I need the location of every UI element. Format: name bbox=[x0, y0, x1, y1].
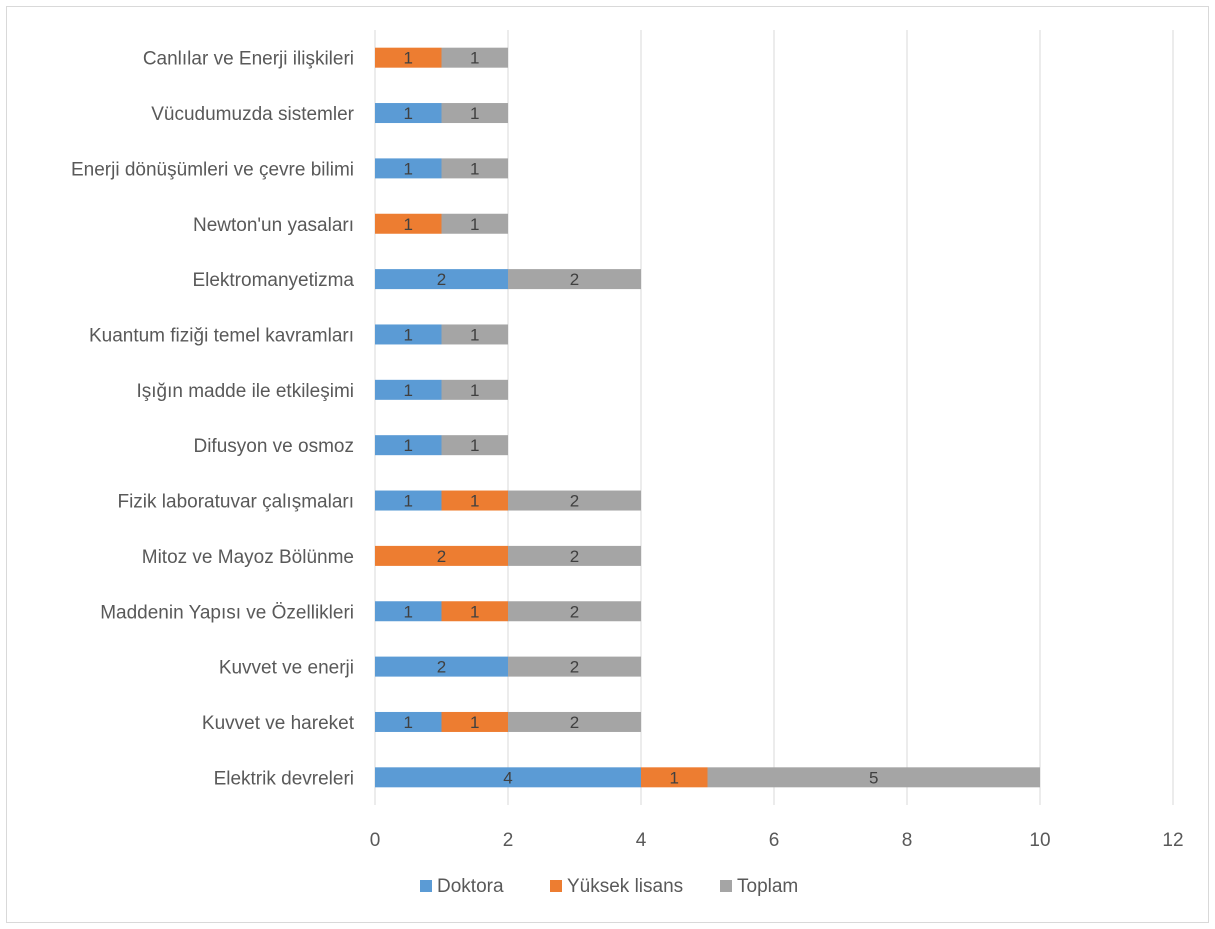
bar-segment bbox=[441, 103, 508, 124]
x-tick-label: 12 bbox=[1162, 830, 1183, 851]
bar-segment bbox=[375, 158, 442, 179]
bars: 1 1 1 1 1 1 1 1 2 2 1 1 1 1 1 1 1 1 2 2 2 1 1 2 2 2 1 1 2 4 1 5 bbox=[375, 47, 1040, 788]
data-label: 1 bbox=[404, 104, 413, 123]
data-label: 1 bbox=[404, 602, 413, 621]
data-label: 4 bbox=[503, 768, 512, 787]
bar-segment bbox=[375, 103, 442, 124]
data-label: 1 bbox=[470, 215, 479, 234]
category-label: Vücudumuzda sistemler bbox=[151, 104, 354, 125]
legend-label: Doktora bbox=[437, 876, 504, 897]
bar-segment bbox=[508, 490, 641, 511]
data-label: 1 bbox=[404, 713, 413, 732]
bar-segment bbox=[375, 47, 442, 68]
data-label: 1 bbox=[470, 492, 479, 511]
x-tick-labels: 0 2 4 6 8 10 12 bbox=[370, 830, 1184, 851]
bar-segment bbox=[641, 767, 708, 788]
data-label: 2 bbox=[570, 547, 579, 566]
data-label: 2 bbox=[437, 547, 446, 566]
category-label: Kuvvet ve hareket bbox=[202, 713, 355, 734]
category-label: Maddenin Yapısı ve Özellikleri bbox=[100, 602, 354, 623]
bar-segment bbox=[375, 269, 508, 290]
data-label: 1 bbox=[470, 104, 479, 123]
data-label: 1 bbox=[404, 381, 413, 400]
bar-segment bbox=[508, 601, 641, 622]
bar-segment bbox=[441, 47, 508, 68]
data-label: 1 bbox=[404, 215, 413, 234]
bar-segment bbox=[375, 435, 442, 456]
category-label: Elektromanyetizma bbox=[192, 270, 354, 291]
bar-segment bbox=[508, 545, 641, 566]
bar-segment bbox=[375, 656, 508, 677]
data-label: 1 bbox=[470, 381, 479, 400]
legend: Doktora Yüksek lisans Toplam bbox=[420, 876, 798, 897]
x-tick-label: 10 bbox=[1029, 830, 1050, 851]
data-label: 2 bbox=[437, 270, 446, 289]
x-tick-label: 6 bbox=[769, 830, 780, 851]
data-label: 1 bbox=[470, 436, 479, 455]
category-label: Fizik laboratuvar çalışmaları bbox=[117, 492, 354, 513]
bar-segment bbox=[707, 767, 1040, 788]
bar-segment bbox=[375, 601, 442, 622]
legend-swatch bbox=[420, 880, 432, 892]
bar-segment bbox=[441, 711, 508, 732]
bar-segment bbox=[441, 490, 508, 511]
data-label: 1 bbox=[404, 49, 413, 68]
data-label: 1 bbox=[470, 602, 479, 621]
legend-swatch bbox=[550, 880, 562, 892]
data-label: 2 bbox=[570, 602, 579, 621]
data-label: 2 bbox=[570, 713, 579, 732]
data-label: 2 bbox=[570, 492, 579, 511]
category-label: Işığın madde ile etkileşimi bbox=[136, 381, 354, 402]
bar-segment bbox=[375, 213, 442, 234]
x-tick-label: 4 bbox=[636, 830, 647, 851]
bar-segment bbox=[375, 767, 641, 788]
category-label: Kuantum fiziği temel kavramları bbox=[89, 325, 354, 346]
bar-segment bbox=[441, 158, 508, 179]
data-label: 2 bbox=[437, 658, 446, 677]
data-label: 1 bbox=[404, 436, 413, 455]
category-label: Enerji dönüşümleri ve çevre bilimi bbox=[71, 159, 354, 180]
legend-label: Toplam bbox=[737, 876, 798, 897]
x-tick-label: 0 bbox=[370, 830, 381, 851]
bar-segment bbox=[375, 379, 442, 400]
category-label: Difusyon ve osmoz bbox=[193, 436, 354, 457]
bar-segment bbox=[441, 324, 508, 345]
bar-segment bbox=[508, 656, 641, 677]
gridlines bbox=[374, 30, 1174, 805]
bar-segment bbox=[508, 711, 641, 732]
data-label: 1 bbox=[404, 159, 413, 178]
legend-label: Yüksek lisans bbox=[567, 876, 683, 897]
category-label: Newton'un yasaları bbox=[193, 215, 354, 236]
data-label: 1 bbox=[470, 325, 479, 344]
bar-segment bbox=[375, 490, 442, 511]
category-label: Mitoz ve Mayoz Bölünme bbox=[142, 547, 354, 568]
bar-segment bbox=[508, 269, 641, 290]
x-tick-label: 8 bbox=[902, 830, 913, 851]
bar-segment bbox=[441, 435, 508, 456]
bar-segment bbox=[375, 545, 508, 566]
data-label: 1 bbox=[470, 713, 479, 732]
data-label: 2 bbox=[570, 270, 579, 289]
bar-segment bbox=[441, 601, 508, 622]
x-tick-label: 2 bbox=[503, 830, 514, 851]
category-labels: Canlılar ve Enerji ilişkileri Vücudumuzda… bbox=[71, 49, 355, 790]
data-label: 1 bbox=[404, 325, 413, 344]
data-label: 5 bbox=[869, 768, 878, 787]
bar-segment bbox=[441, 379, 508, 400]
legend-swatch bbox=[720, 880, 732, 892]
data-label: 2 bbox=[570, 658, 579, 677]
data-label: 1 bbox=[404, 492, 413, 511]
category-label: Canlılar ve Enerji ilişkileri bbox=[143, 49, 354, 70]
bar-segment bbox=[441, 213, 508, 234]
data-label: 1 bbox=[670, 768, 679, 787]
bar-segment bbox=[375, 711, 442, 732]
data-label: 1 bbox=[470, 49, 479, 68]
data-label: 1 bbox=[470, 159, 479, 178]
category-label: Elektrik devreleri bbox=[214, 768, 354, 789]
bar-segment bbox=[375, 324, 442, 345]
category-label: Kuvvet ve enerji bbox=[219, 658, 354, 679]
